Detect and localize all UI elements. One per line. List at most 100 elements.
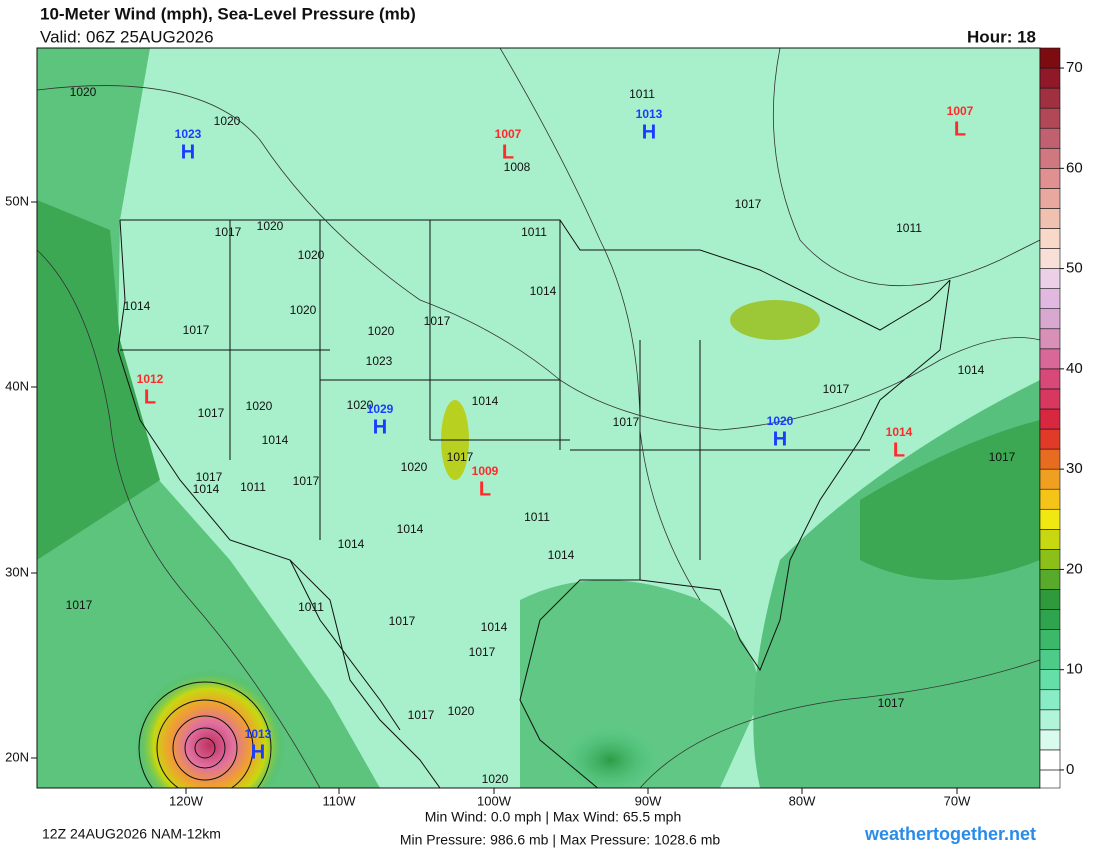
center-value: 1013 bbox=[245, 727, 272, 741]
isobar-label: 1020 bbox=[347, 398, 374, 412]
colorbar-segment bbox=[1039, 769, 1061, 789]
colorbar-label: 60 bbox=[1066, 159, 1083, 176]
isobar-label: 1017 bbox=[198, 406, 225, 420]
isobar-label: 1014 bbox=[472, 394, 499, 408]
isobar-label: 1020 bbox=[368, 324, 395, 338]
center-letter: L bbox=[502, 141, 514, 163]
isobar-label: 1020 bbox=[290, 303, 317, 317]
colorbar-label: 0 bbox=[1066, 761, 1074, 778]
valid-time: Valid: 06Z 25AUG2026 bbox=[40, 27, 214, 46]
isobar-label: 1020 bbox=[298, 248, 325, 262]
colorbar-segment bbox=[1039, 408, 1061, 430]
colorbar-segment bbox=[1039, 228, 1061, 249]
colorbar-segment bbox=[1039, 348, 1061, 370]
isobar-label: 1017 bbox=[183, 323, 210, 337]
colorbar-segment bbox=[1039, 308, 1061, 330]
lat-label: 50N bbox=[5, 193, 29, 208]
isobar-label: 1023 bbox=[366, 354, 393, 368]
colorbar-segment bbox=[1039, 629, 1061, 650]
isobar-label: 1014 bbox=[262, 433, 289, 447]
center-letter: H bbox=[773, 428, 787, 450]
isobar-label: 1017 bbox=[823, 382, 850, 396]
center-letter: H bbox=[373, 416, 387, 438]
colorbar-segment bbox=[1039, 368, 1061, 390]
forecast-hour: Hour: 18 bbox=[967, 27, 1036, 46]
colorbar-segment bbox=[1039, 268, 1061, 289]
lon-label: 70W bbox=[944, 793, 971, 808]
isobar-label: 1011 bbox=[629, 87, 655, 101]
isobar-label: 1014 bbox=[481, 620, 508, 634]
colorbar-segment bbox=[1039, 107, 1061, 129]
colorbar-label: 70 bbox=[1066, 59, 1083, 76]
colorbar-segment bbox=[1039, 689, 1061, 711]
center-letter: H bbox=[251, 741, 265, 763]
center-value: 1020 bbox=[767, 414, 794, 428]
colorbar-segment bbox=[1039, 468, 1061, 490]
center-value: 1012 bbox=[137, 372, 164, 386]
lon-label: 110W bbox=[323, 793, 357, 808]
isobar-label: 1017 bbox=[735, 197, 762, 211]
isobar-label: 1017 bbox=[613, 415, 640, 429]
isobar-label: 1017 bbox=[66, 598, 93, 612]
colorbar-label: 30 bbox=[1066, 460, 1083, 477]
isobar-label: 1014 bbox=[530, 284, 557, 298]
isobar-label: 1011 bbox=[298, 600, 324, 614]
isobar-label: 1020 bbox=[482, 772, 509, 786]
colorbar-segment bbox=[1039, 549, 1061, 570]
isobar-label: 1017 bbox=[293, 474, 320, 488]
colorbar-segment bbox=[1039, 428, 1061, 450]
colorbar-label: 50 bbox=[1066, 260, 1083, 277]
isobar-label: 1011 bbox=[521, 225, 547, 239]
colorbar-segment bbox=[1039, 749, 1061, 771]
isobar-label: 1011 bbox=[524, 510, 550, 524]
isobar-label: 1014 bbox=[338, 537, 365, 551]
isobar-label: 1014 bbox=[548, 548, 575, 562]
colorbar-segment bbox=[1039, 67, 1061, 89]
wind-maximum bbox=[560, 725, 660, 788]
great-lakes-wind bbox=[730, 300, 820, 340]
colorbar-segment bbox=[1039, 669, 1061, 691]
center-letter: L bbox=[954, 118, 966, 140]
center-value: 1007 bbox=[495, 127, 522, 141]
atlantic-strong-wind bbox=[860, 420, 1040, 580]
colorbar-segment bbox=[1039, 569, 1061, 590]
isobar-label: 1017 bbox=[989, 450, 1016, 464]
isobar-label: 1020 bbox=[401, 460, 428, 474]
isobar-label: 1017 bbox=[469, 645, 496, 659]
isobar-label: 1014 bbox=[958, 363, 985, 377]
model-run: 12Z 24AUG2026 NAM-12km bbox=[42, 826, 221, 842]
colorbar-segment bbox=[1039, 47, 1061, 69]
colorbar-segment bbox=[1039, 147, 1061, 169]
isobar-label: 1011 bbox=[240, 480, 266, 494]
wind-range: Min Wind: 0.0 mph | Max Wind: 65.5 mph bbox=[425, 809, 682, 825]
colorbar-segment bbox=[1039, 448, 1061, 470]
colorbar-segment bbox=[1039, 649, 1061, 670]
center-value: 1009 bbox=[472, 464, 499, 478]
center-value: 1007 bbox=[947, 104, 974, 118]
isobar-label: 1017 bbox=[447, 450, 474, 464]
colorbar-segment bbox=[1039, 388, 1061, 410]
lon-label: 90W bbox=[635, 793, 662, 808]
center-value: 1014 bbox=[886, 425, 913, 439]
colorbar-label: 40 bbox=[1066, 360, 1083, 377]
lat-label: 40N bbox=[5, 378, 29, 393]
lon-label: 80W bbox=[789, 793, 816, 808]
isobars bbox=[37, 48, 1040, 788]
map-labels: 120W 110W 100W 90W 80W 70W50N40N30N20N1020102… bbox=[5, 85, 1016, 808]
colorbar-segment bbox=[1039, 529, 1061, 550]
lon-label: 120W bbox=[169, 793, 204, 808]
colorbar-segment bbox=[1039, 328, 1061, 350]
isobar-label: 1017 bbox=[389, 614, 416, 628]
colorbar-segment bbox=[1039, 127, 1061, 149]
isobar-label: 1020 bbox=[214, 114, 241, 128]
colorbar-segment bbox=[1039, 729, 1061, 751]
pressure-range: Min Pressure: 986.6 mb | Max Pressure: 1… bbox=[400, 832, 721, 848]
coastlines bbox=[117, 219, 951, 788]
isobar-label: 1017 bbox=[424, 314, 451, 328]
colorbar-segment bbox=[1039, 589, 1061, 610]
isobar-label: 1020 bbox=[257, 219, 284, 233]
map-field bbox=[37, 48, 1040, 788]
title: 10-Meter Wind (mph), Sea-Level Pressure … bbox=[40, 4, 416, 23]
